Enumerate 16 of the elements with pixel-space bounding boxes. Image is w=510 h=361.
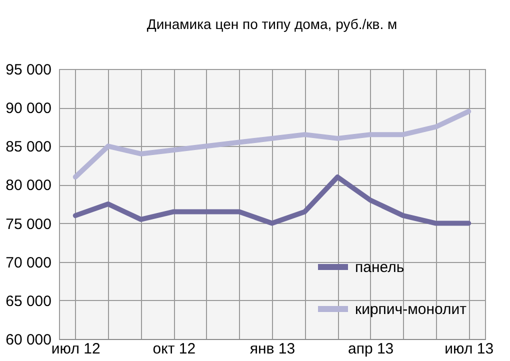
y-tick-label: 75 000 — [6, 216, 52, 233]
chart-title: Динамика цен по типу дома, руб./кв. м — [146, 16, 398, 32]
x-tick-label: янв 13 — [250, 340, 296, 358]
y-tick-label: 70 000 — [6, 254, 52, 272]
x-tick-label: апр 13 — [348, 340, 394, 358]
y-tick-label: 60 000 — [6, 332, 52, 348]
legend-label: кирпич-монолит — [355, 301, 467, 318]
x-tick-label: июл 13 — [444, 340, 494, 358]
y-tick-label: 65 000 — [6, 292, 52, 310]
x-tick-label: июл 12 — [51, 340, 100, 358]
y-tick-label: 80 000 — [6, 177, 52, 194]
legend-label: панель — [355, 259, 404, 276]
x-tick-label: окт 12 — [152, 340, 196, 358]
y-tick-label: 90 000 — [6, 100, 52, 118]
y-tick-label: 85 000 — [6, 138, 52, 156]
y-tick-label: 95 000 — [6, 62, 52, 78]
